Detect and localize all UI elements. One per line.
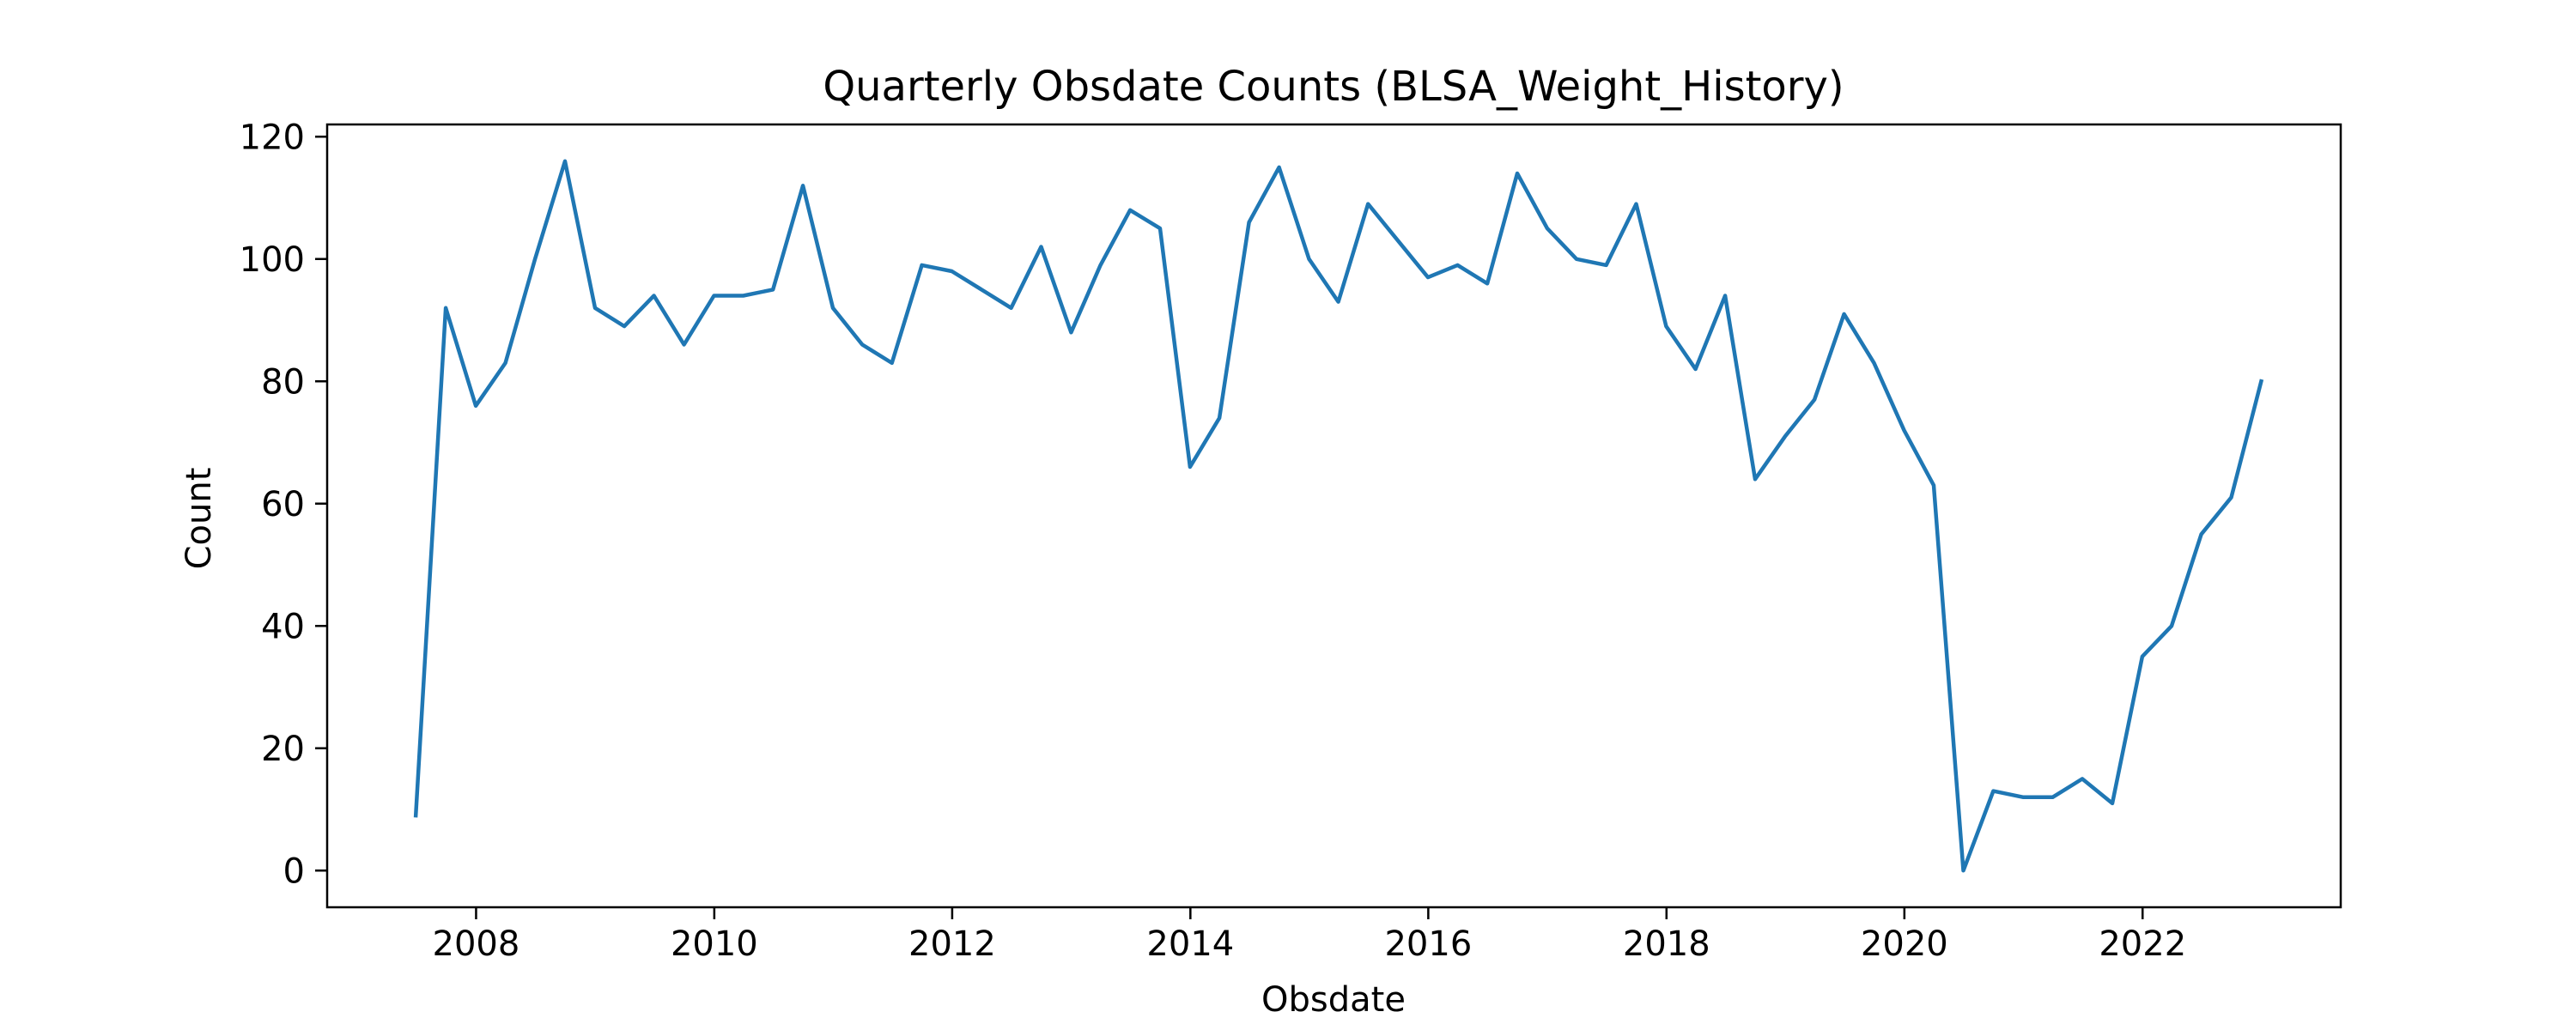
- y-axis: 0 20 40 60 80 100 120: [240, 118, 327, 891]
- x-axis: 2008 2010 2012 2014 2016 2018 2020 2022: [433, 907, 2186, 964]
- y-tick-label: 40: [261, 607, 305, 646]
- y-tick-label: 120: [240, 118, 305, 157]
- y-axis-title: Count: [179, 468, 219, 570]
- x-tick-label: 2020: [1861, 924, 1948, 964]
- plot-lines: [413, 159, 2264, 873]
- x-tick-label: 2018: [1623, 924, 1710, 964]
- y-tick-label: 60: [261, 485, 305, 524]
- y-tick-label: 20: [261, 730, 305, 769]
- x-axis-title: Obsdate: [1261, 980, 1406, 1020]
- y-tick-label: 0: [283, 851, 305, 891]
- plot-frame: [325, 123, 2342, 909]
- x-tick-label: 2022: [2099, 924, 2186, 964]
- x-tick-label: 2008: [433, 924, 520, 964]
- y-tick-label: 100: [240, 240, 305, 280]
- series-line: [413, 159, 2264, 873]
- x-tick-label: 2014: [1146, 924, 1234, 964]
- x-tick-label: 2012: [908, 924, 996, 964]
- x-tick-label: 2016: [1384, 924, 1472, 964]
- y-tick-label: 80: [261, 362, 305, 402]
- x-tick-label: 2010: [671, 924, 758, 964]
- chart-title: Quarterly Obsdate Counts (BLSA_Weight_Hi…: [823, 63, 1844, 111]
